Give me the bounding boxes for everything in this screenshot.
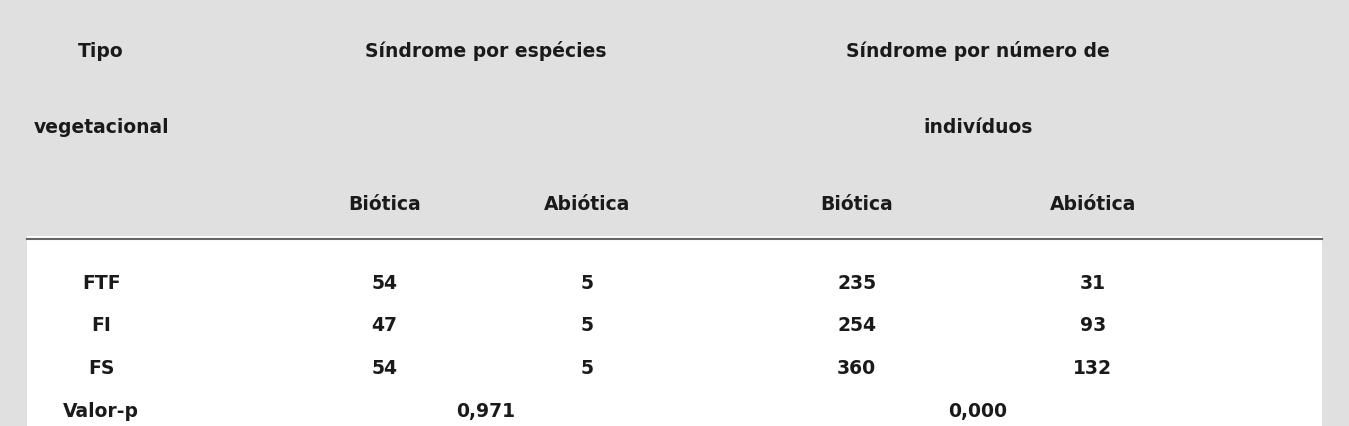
Text: Tipo: Tipo xyxy=(78,42,124,60)
Text: 93: 93 xyxy=(1079,317,1106,335)
Text: vegetacional: vegetacional xyxy=(34,118,169,137)
Text: Síndrome por número de: Síndrome por número de xyxy=(846,41,1110,61)
Text: 132: 132 xyxy=(1074,359,1112,378)
Bar xyxy=(27,236,1322,426)
Text: 47: 47 xyxy=(371,317,398,335)
Text: Biótica: Biótica xyxy=(820,195,893,214)
Text: indivíduos: indivíduos xyxy=(923,118,1033,137)
Text: 360: 360 xyxy=(836,359,877,378)
Text: Abiótica: Abiótica xyxy=(1050,195,1136,214)
Text: 54: 54 xyxy=(371,274,398,293)
Text: 54: 54 xyxy=(371,359,398,378)
Text: Abiótica: Abiótica xyxy=(544,195,630,214)
Text: 31: 31 xyxy=(1079,274,1106,293)
Text: 5: 5 xyxy=(580,274,594,293)
Text: 5: 5 xyxy=(580,317,594,335)
Text: 254: 254 xyxy=(838,317,876,335)
Text: Valor-p: Valor-p xyxy=(63,402,139,420)
Text: 5: 5 xyxy=(580,359,594,378)
Text: 0,000: 0,000 xyxy=(948,402,1008,420)
Text: Síndrome por espécies: Síndrome por espécies xyxy=(364,41,607,61)
Text: Biótica: Biótica xyxy=(348,195,421,214)
Text: FTF: FTF xyxy=(82,274,120,293)
Text: FI: FI xyxy=(92,317,111,335)
Text: FS: FS xyxy=(88,359,115,378)
Text: 0,971: 0,971 xyxy=(456,402,515,420)
Text: 235: 235 xyxy=(836,274,877,293)
